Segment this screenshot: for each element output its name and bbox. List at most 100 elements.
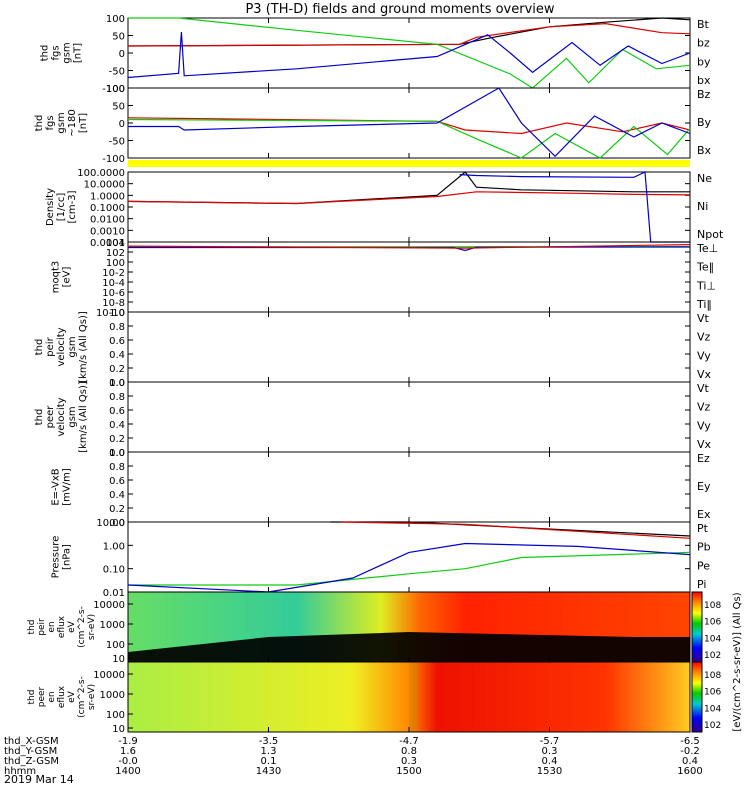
legend-entry: Vy — [697, 349, 711, 362]
legend-entry: bx — [697, 74, 711, 87]
y-tick-label: 0.6 — [109, 406, 125, 417]
y-axis-label: (cm^2-s- — [77, 676, 87, 718]
series-line-Ne — [127, 191, 691, 205]
legend-entry: Pe — [697, 559, 710, 572]
y-tick-label: 0.0010 — [90, 226, 125, 237]
y-axis-label: eV — [67, 690, 77, 703]
y-axis-label: Density — [45, 188, 56, 226]
series-line-Bx — [128, 87, 691, 158]
y-axis-label: thd — [27, 690, 37, 705]
y-axis-label: gsm — [67, 336, 78, 357]
y-axis-label: [1/cc] — [56, 193, 67, 222]
y-axis-label: [eV] — [62, 267, 73, 288]
y-tick-label: 0.0100 — [90, 215, 125, 226]
y-tick-label: 0.4 — [109, 490, 125, 501]
spectrogram-no-data-region — [128, 632, 690, 662]
colorbar-tick-label: 108 — [704, 671, 721, 681]
x-row-label: thd_Z-GSM — [4, 756, 59, 767]
y-axis-label: fgs — [45, 115, 56, 130]
y-tick-label: 0.0 — [109, 518, 125, 529]
panel-frame — [127, 381, 691, 453]
x-tick-label: 0.4 — [542, 756, 558, 767]
y-tick-label: 0.4 — [109, 420, 125, 431]
x-row-label: hhmm — [4, 766, 36, 777]
x-tick-label: -4.7 — [399, 736, 419, 747]
y-tick-label: 0.10 — [103, 565, 125, 576]
legend-entry: Ti⊥ — [696, 279, 716, 292]
y-axis-label: eV — [67, 620, 77, 633]
colorbar-label: [eV/(cm^2-s-sr-eV)] (All Qs) — [732, 592, 743, 731]
y-tick-label: 50 — [112, 102, 125, 113]
x-tick-label: -1.9 — [118, 736, 138, 747]
y-tick-label: 10-10 — [96, 308, 125, 319]
y-tick-label: 1.0000 — [90, 191, 125, 202]
panel-frame — [127, 311, 691, 383]
y-tick-label: 100 — [106, 640, 125, 651]
figure-title: P3 (TH-D) fields and ground moments over… — [245, 2, 554, 17]
y-axis-label: thd — [34, 409, 45, 426]
x-tick-label: -6.5 — [680, 736, 700, 747]
colorbar-tick-label: 102 — [704, 651, 721, 661]
y-tick-label: 10.00 — [96, 518, 125, 529]
legend-entry: Bz — [697, 88, 711, 101]
series-line-Pt — [330, 521, 691, 537]
y-tick-label: 0.2 — [109, 434, 125, 445]
y-axis-label: velocity — [56, 327, 67, 366]
legend-entry: Ti‖ — [696, 298, 712, 311]
legend-entry: Vz — [697, 401, 711, 414]
x-tick-label: 0.3 — [542, 746, 558, 757]
colorbar — [691, 591, 703, 663]
y-tick-label: 100.0000 — [77, 168, 125, 179]
x-row-label: thd_X-GSM — [4, 736, 59, 747]
x-tick-label: 1400 — [115, 766, 140, 777]
x-tick-label: 1530 — [537, 766, 562, 777]
y-axis-label: thd — [40, 45, 51, 62]
y-tick-label: 10000 — [93, 670, 125, 681]
y-axis-label: peer — [45, 405, 56, 429]
legend-entry: By — [697, 116, 712, 129]
y-axis-label: [km/s (All Qs)] — [78, 311, 89, 383]
y-tick-label: 10-2 — [102, 268, 125, 279]
y-tick-label: 1000 — [100, 620, 125, 631]
legend-entry: Vy — [697, 419, 711, 432]
legend-entry: Npot — [697, 228, 724, 241]
colorbar-tick-label: 106 — [704, 688, 721, 698]
y-axis-label: sr-eV) — [87, 684, 97, 710]
y-axis-label: sr-eV) — [87, 614, 97, 640]
x-tick-label: -3.5 — [259, 736, 279, 747]
y-axis-label: gsm — [67, 406, 78, 427]
y-axis-label: gsm — [62, 42, 73, 63]
x-tick-label: 1600 — [677, 766, 702, 777]
y-tick-label: 0.6 — [109, 476, 125, 487]
legend-entry: Bx — [697, 144, 712, 157]
y-axis-label: [mV/m] — [62, 468, 73, 506]
y-tick-label: -50 — [109, 137, 125, 148]
y-tick-label: 10-6 — [102, 288, 125, 299]
legend-entry: Bt — [697, 18, 710, 31]
x-tick-label: 1430 — [256, 766, 281, 777]
y-axis-label: en — [47, 621, 57, 632]
x-tick-label: 0.4 — [682, 756, 698, 767]
x-tick-label: 0.3 — [401, 756, 417, 767]
x-tick-label: 1.6 — [120, 746, 136, 757]
y-tick-label: 100 — [106, 710, 125, 721]
y-tick-label: 0.8 — [109, 392, 125, 403]
y-tick-label: 102 — [106, 248, 125, 259]
y-tick-label: 1000 — [100, 690, 125, 701]
series-line-Pb — [341, 521, 691, 539]
y-axis-label: fgs — [51, 45, 62, 60]
colorbar-tick-label: 104 — [704, 634, 721, 644]
y-axis-label: thd — [34, 339, 45, 356]
y-axis-label: [nT] — [78, 113, 89, 133]
y-axis-label: gsm — [56, 112, 67, 133]
y-axis-label: (cm^2-s- — [77, 606, 87, 648]
legend-entry: Ey — [697, 480, 711, 493]
y-axis-label: [cm-3] — [67, 190, 78, 223]
series-line-bx — [127, 31, 691, 79]
y-axis-label: peir — [45, 336, 56, 356]
y-axis-label: [nPa] — [62, 544, 73, 570]
y-tick-label: 10.0000 — [84, 180, 125, 191]
legend-entry: Vz — [697, 331, 711, 344]
y-tick-label: -100 — [102, 154, 125, 165]
